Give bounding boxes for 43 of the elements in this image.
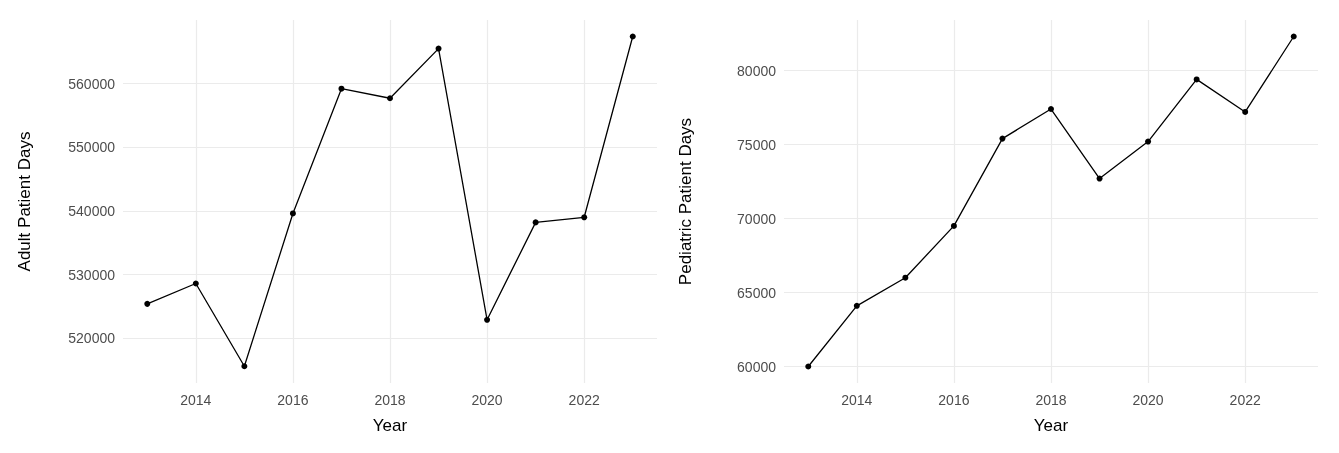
x-tick-label: 2014 bbox=[841, 392, 873, 408]
point bbox=[1096, 175, 1103, 182]
x-tick-label: 2016 bbox=[938, 392, 970, 408]
point bbox=[1145, 138, 1152, 145]
point bbox=[950, 222, 957, 229]
y-tick-label: 60000 bbox=[737, 358, 777, 375]
point bbox=[484, 316, 491, 323]
point bbox=[1242, 108, 1249, 115]
point bbox=[192, 280, 199, 287]
y-axis-title: Pediatric Patient Days bbox=[676, 117, 695, 286]
point bbox=[435, 45, 442, 52]
x-tick-label: 2018 bbox=[1035, 392, 1067, 408]
x-tick-label: 2022 bbox=[1229, 392, 1261, 408]
y-tick-label: 70000 bbox=[737, 210, 777, 227]
y-tick-label: 520000 bbox=[68, 330, 116, 347]
y-tick-label: 65000 bbox=[737, 284, 777, 301]
x-axis-title: Year bbox=[372, 416, 408, 435]
y-tick-label: 530000 bbox=[68, 266, 116, 283]
x-tick-label: 2020 bbox=[471, 392, 503, 408]
x-axis-title: Year bbox=[1033, 416, 1069, 435]
x-tick-label: 2018 bbox=[374, 392, 406, 408]
point bbox=[144, 300, 151, 307]
x-tick-label: 2016 bbox=[277, 392, 309, 408]
y-tick-label: 80000 bbox=[737, 62, 777, 79]
x-tick-label: 2014 bbox=[180, 392, 212, 408]
point bbox=[853, 302, 860, 309]
point bbox=[338, 85, 345, 92]
point bbox=[387, 95, 393, 102]
y-tick-label: 550000 bbox=[68, 139, 116, 156]
point bbox=[581, 214, 588, 221]
y-tick-label: 560000 bbox=[68, 75, 116, 92]
y-axis-title: Adult Patient Days bbox=[15, 131, 34, 272]
point bbox=[532, 219, 539, 226]
point bbox=[902, 274, 909, 281]
y-tick-label: 75000 bbox=[737, 136, 777, 153]
point bbox=[999, 135, 1006, 142]
point bbox=[1193, 76, 1200, 83]
point bbox=[1048, 106, 1054, 113]
point bbox=[289, 210, 296, 217]
y-tick-label: 540000 bbox=[68, 202, 116, 219]
x-tick-label: 2022 bbox=[568, 392, 600, 408]
x-tick-label: 2020 bbox=[1132, 392, 1164, 408]
point bbox=[241, 363, 248, 370]
